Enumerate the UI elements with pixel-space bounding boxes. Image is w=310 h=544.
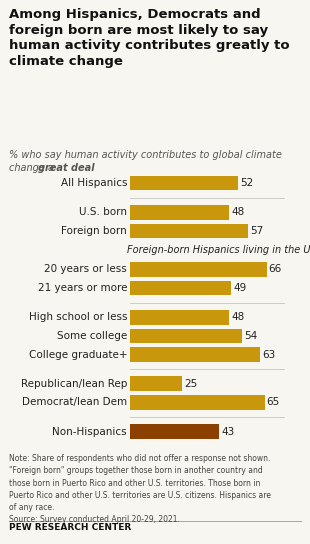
Text: PEW RESEARCH CENTER: PEW RESEARCH CENTER [9, 523, 131, 533]
Text: 66: 66 [269, 264, 282, 275]
Bar [130, 376, 182, 391]
Bar [130, 395, 264, 410]
Text: 48: 48 [232, 312, 245, 323]
Text: 65: 65 [267, 397, 280, 407]
Text: Foreign born: Foreign born [61, 226, 127, 236]
Text: Some college: Some college [57, 331, 127, 341]
Bar [130, 329, 242, 343]
Text: Republican/lean Rep: Republican/lean Rep [21, 379, 127, 389]
Text: 49: 49 [233, 283, 247, 293]
Text: College graduate+: College graduate+ [29, 350, 127, 360]
Text: 20 years or less: 20 years or less [44, 264, 127, 275]
Text: All Hispanics: All Hispanics [60, 178, 127, 188]
Text: Note: Share of respondents who did not offer a response not shown.
"Foreign born: Note: Share of respondents who did not o… [9, 454, 271, 524]
Text: Democrat/lean Dem: Democrat/lean Dem [22, 397, 127, 407]
Text: High school or less: High school or less [29, 312, 127, 323]
Text: 52: 52 [240, 178, 253, 188]
Text: great deal: great deal [38, 163, 95, 173]
Text: 57: 57 [250, 226, 263, 236]
Bar [130, 224, 248, 238]
Text: 54: 54 [244, 331, 257, 341]
Text: % who say human activity contributes to global climate: % who say human activity contributes to … [9, 150, 282, 159]
Text: 25: 25 [184, 379, 197, 389]
Text: change a: change a [9, 163, 57, 173]
Text: U.S. born: U.S. born [79, 207, 127, 218]
Text: Non-Hispanics: Non-Hispanics [52, 426, 127, 437]
Bar [130, 310, 229, 325]
Bar [130, 281, 232, 295]
Text: 43: 43 [221, 426, 234, 437]
Text: Foreign-born Hispanics living in the U.S. for...: Foreign-born Hispanics living in the U.S… [127, 245, 310, 255]
Bar [130, 262, 267, 277]
Text: 63: 63 [263, 350, 276, 360]
Bar [130, 205, 229, 220]
Text: Among Hispanics, Democrats and
foreign born are most likely to say
human activit: Among Hispanics, Democrats and foreign b… [9, 8, 290, 67]
Text: 21 years or more: 21 years or more [38, 283, 127, 293]
Bar [130, 176, 238, 190]
Bar [130, 347, 260, 362]
Bar [130, 424, 219, 439]
Text: 48: 48 [232, 207, 245, 218]
